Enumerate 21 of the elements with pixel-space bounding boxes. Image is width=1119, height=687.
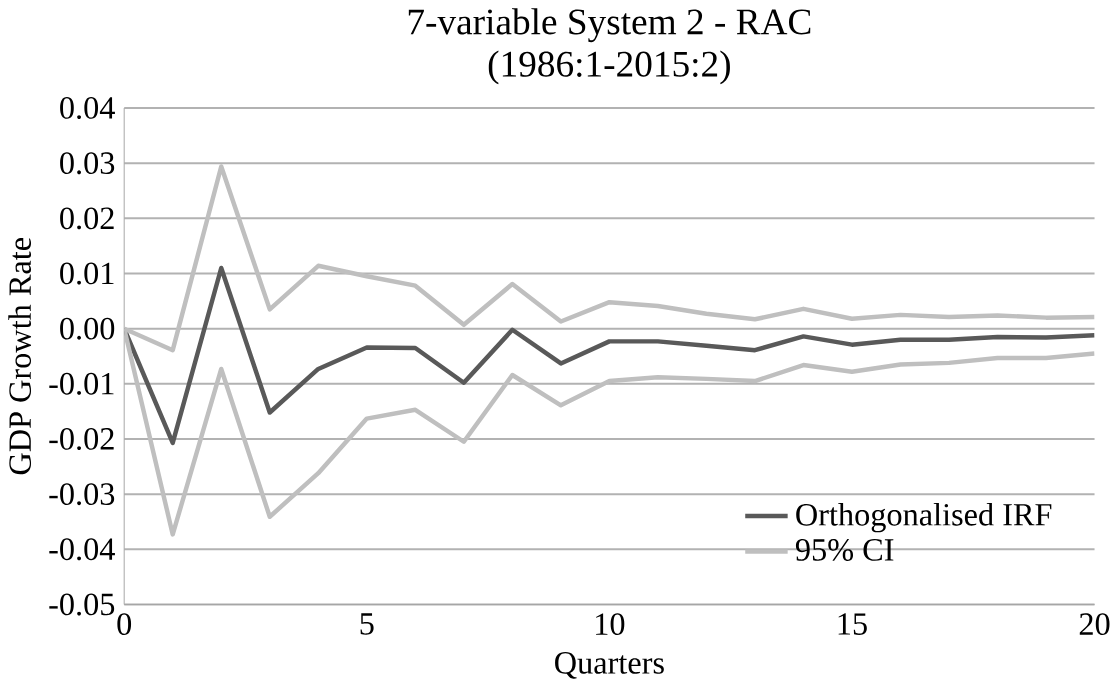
x-tick-label: 5 bbox=[360, 613, 374, 635]
legend-label: 95% CI bbox=[795, 539, 894, 561]
x-axis-title: Quarters bbox=[555, 652, 664, 679]
y-tick-label: -0.03 bbox=[49, 483, 115, 506]
legend-label: Orthogonalised IRF bbox=[796, 502, 1052, 533]
y-tick-label: -0.05 bbox=[49, 593, 115, 616]
y-tick-label: -0.02 bbox=[49, 428, 114, 450]
chart-title: 7-variable System 2 - RAC bbox=[408, 8, 811, 43]
x-tick-label: 20 bbox=[1079, 613, 1110, 636]
y-tick-label: 0.03 bbox=[60, 152, 115, 175]
y-tick-label: 0.04 bbox=[60, 97, 115, 120]
y-tick-label: -0.01 bbox=[49, 372, 114, 395]
y-axis-title: GDP Growth Rate bbox=[8, 238, 32, 475]
x-tick-label: 10 bbox=[596, 613, 625, 636]
y-tick-label: -0.04 bbox=[49, 538, 115, 561]
y-tick-label: 0.01 bbox=[60, 262, 114, 285]
chart-subtitle: (1986:1-2015:2) bbox=[488, 50, 730, 85]
x-tick-label: 0 bbox=[117, 613, 132, 636]
y-tick-label: 0.02 bbox=[60, 207, 114, 230]
y-tick-label: 0.00 bbox=[60, 317, 115, 340]
x-tick-label: 15 bbox=[838, 613, 867, 635]
